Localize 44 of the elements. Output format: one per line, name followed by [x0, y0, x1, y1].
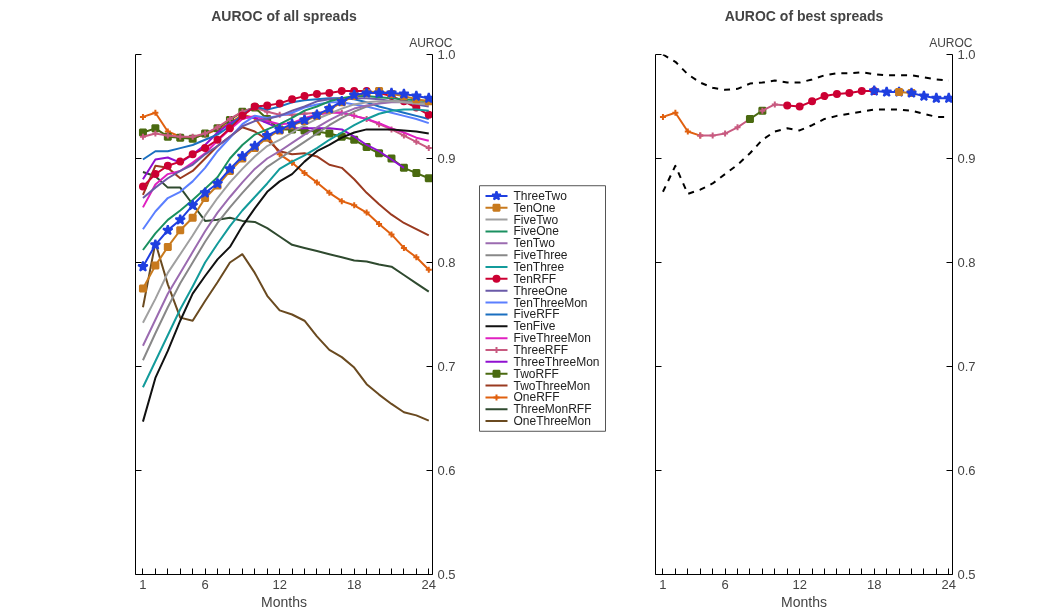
legend-label: ThreeOne: [513, 283, 568, 298]
legend-label: FiveRFF: [513, 307, 560, 322]
y-tick-label: 0.9: [437, 151, 456, 166]
legend-label: ThreeMonRFF: [513, 402, 592, 417]
y-axis-title: AUROC: [929, 35, 973, 50]
x-axis-title: Months: [781, 593, 827, 607]
y-tick-label: 0.7: [957, 359, 976, 374]
x-tick-label: 12: [792, 576, 807, 592]
y-tick-label: 0.6: [957, 463, 976, 478]
y-tick-label: 1.0: [437, 47, 456, 62]
y-tick-label: 0.8: [957, 255, 976, 270]
y-tick-label: 0.6: [437, 463, 456, 478]
chart-title: AUROC of all spreads: [211, 7, 357, 24]
y-tick-label: 0.5: [437, 567, 456, 582]
x-tick-label: 24: [421, 576, 437, 592]
x-axis-title: Months: [261, 593, 307, 607]
x-tick-label: 12: [272, 576, 287, 592]
legend-label: TwoThreeMon: [513, 378, 591, 393]
y-tick-label: 0.7: [437, 359, 456, 374]
legend-label: TwoRFF: [513, 366, 559, 381]
y-tick-label: 0.9: [957, 151, 976, 166]
x-tick-label: 18: [346, 576, 362, 592]
legend-label: TenThreeMon: [513, 295, 588, 310]
legend-label: OneRFF: [513, 390, 560, 405]
legend-label: TenTwo: [513, 236, 556, 251]
y-axis-title: AUROC: [409, 35, 453, 50]
y-tick-label: 0.8: [437, 255, 456, 270]
legend-label: ThreeThreeMon: [513, 354, 600, 369]
x-tick-label: 1: [139, 576, 147, 592]
x-tick-label: 18: [866, 576, 882, 592]
legend-label: ThreeTwo: [513, 188, 568, 203]
legend-label: TenOne: [513, 200, 556, 215]
x-tick-label: 24: [941, 576, 957, 592]
x-tick-label: 6: [201, 576, 209, 592]
x-tick-label: 1: [659, 576, 667, 592]
legend-label: FiveThree: [513, 248, 568, 263]
legend-label: OneThreeMon: [513, 414, 591, 429]
y-tick-label: 1.0: [957, 47, 976, 62]
legend-label: FiveOne: [513, 224, 560, 239]
y-tick-label: 0.5: [957, 567, 976, 582]
x-tick-label: 6: [721, 576, 729, 592]
legend-label: TenFive: [513, 319, 556, 334]
legend-label: FiveTwo: [513, 212, 559, 227]
chart-title: AUROC of best spreads: [724, 7, 884, 24]
